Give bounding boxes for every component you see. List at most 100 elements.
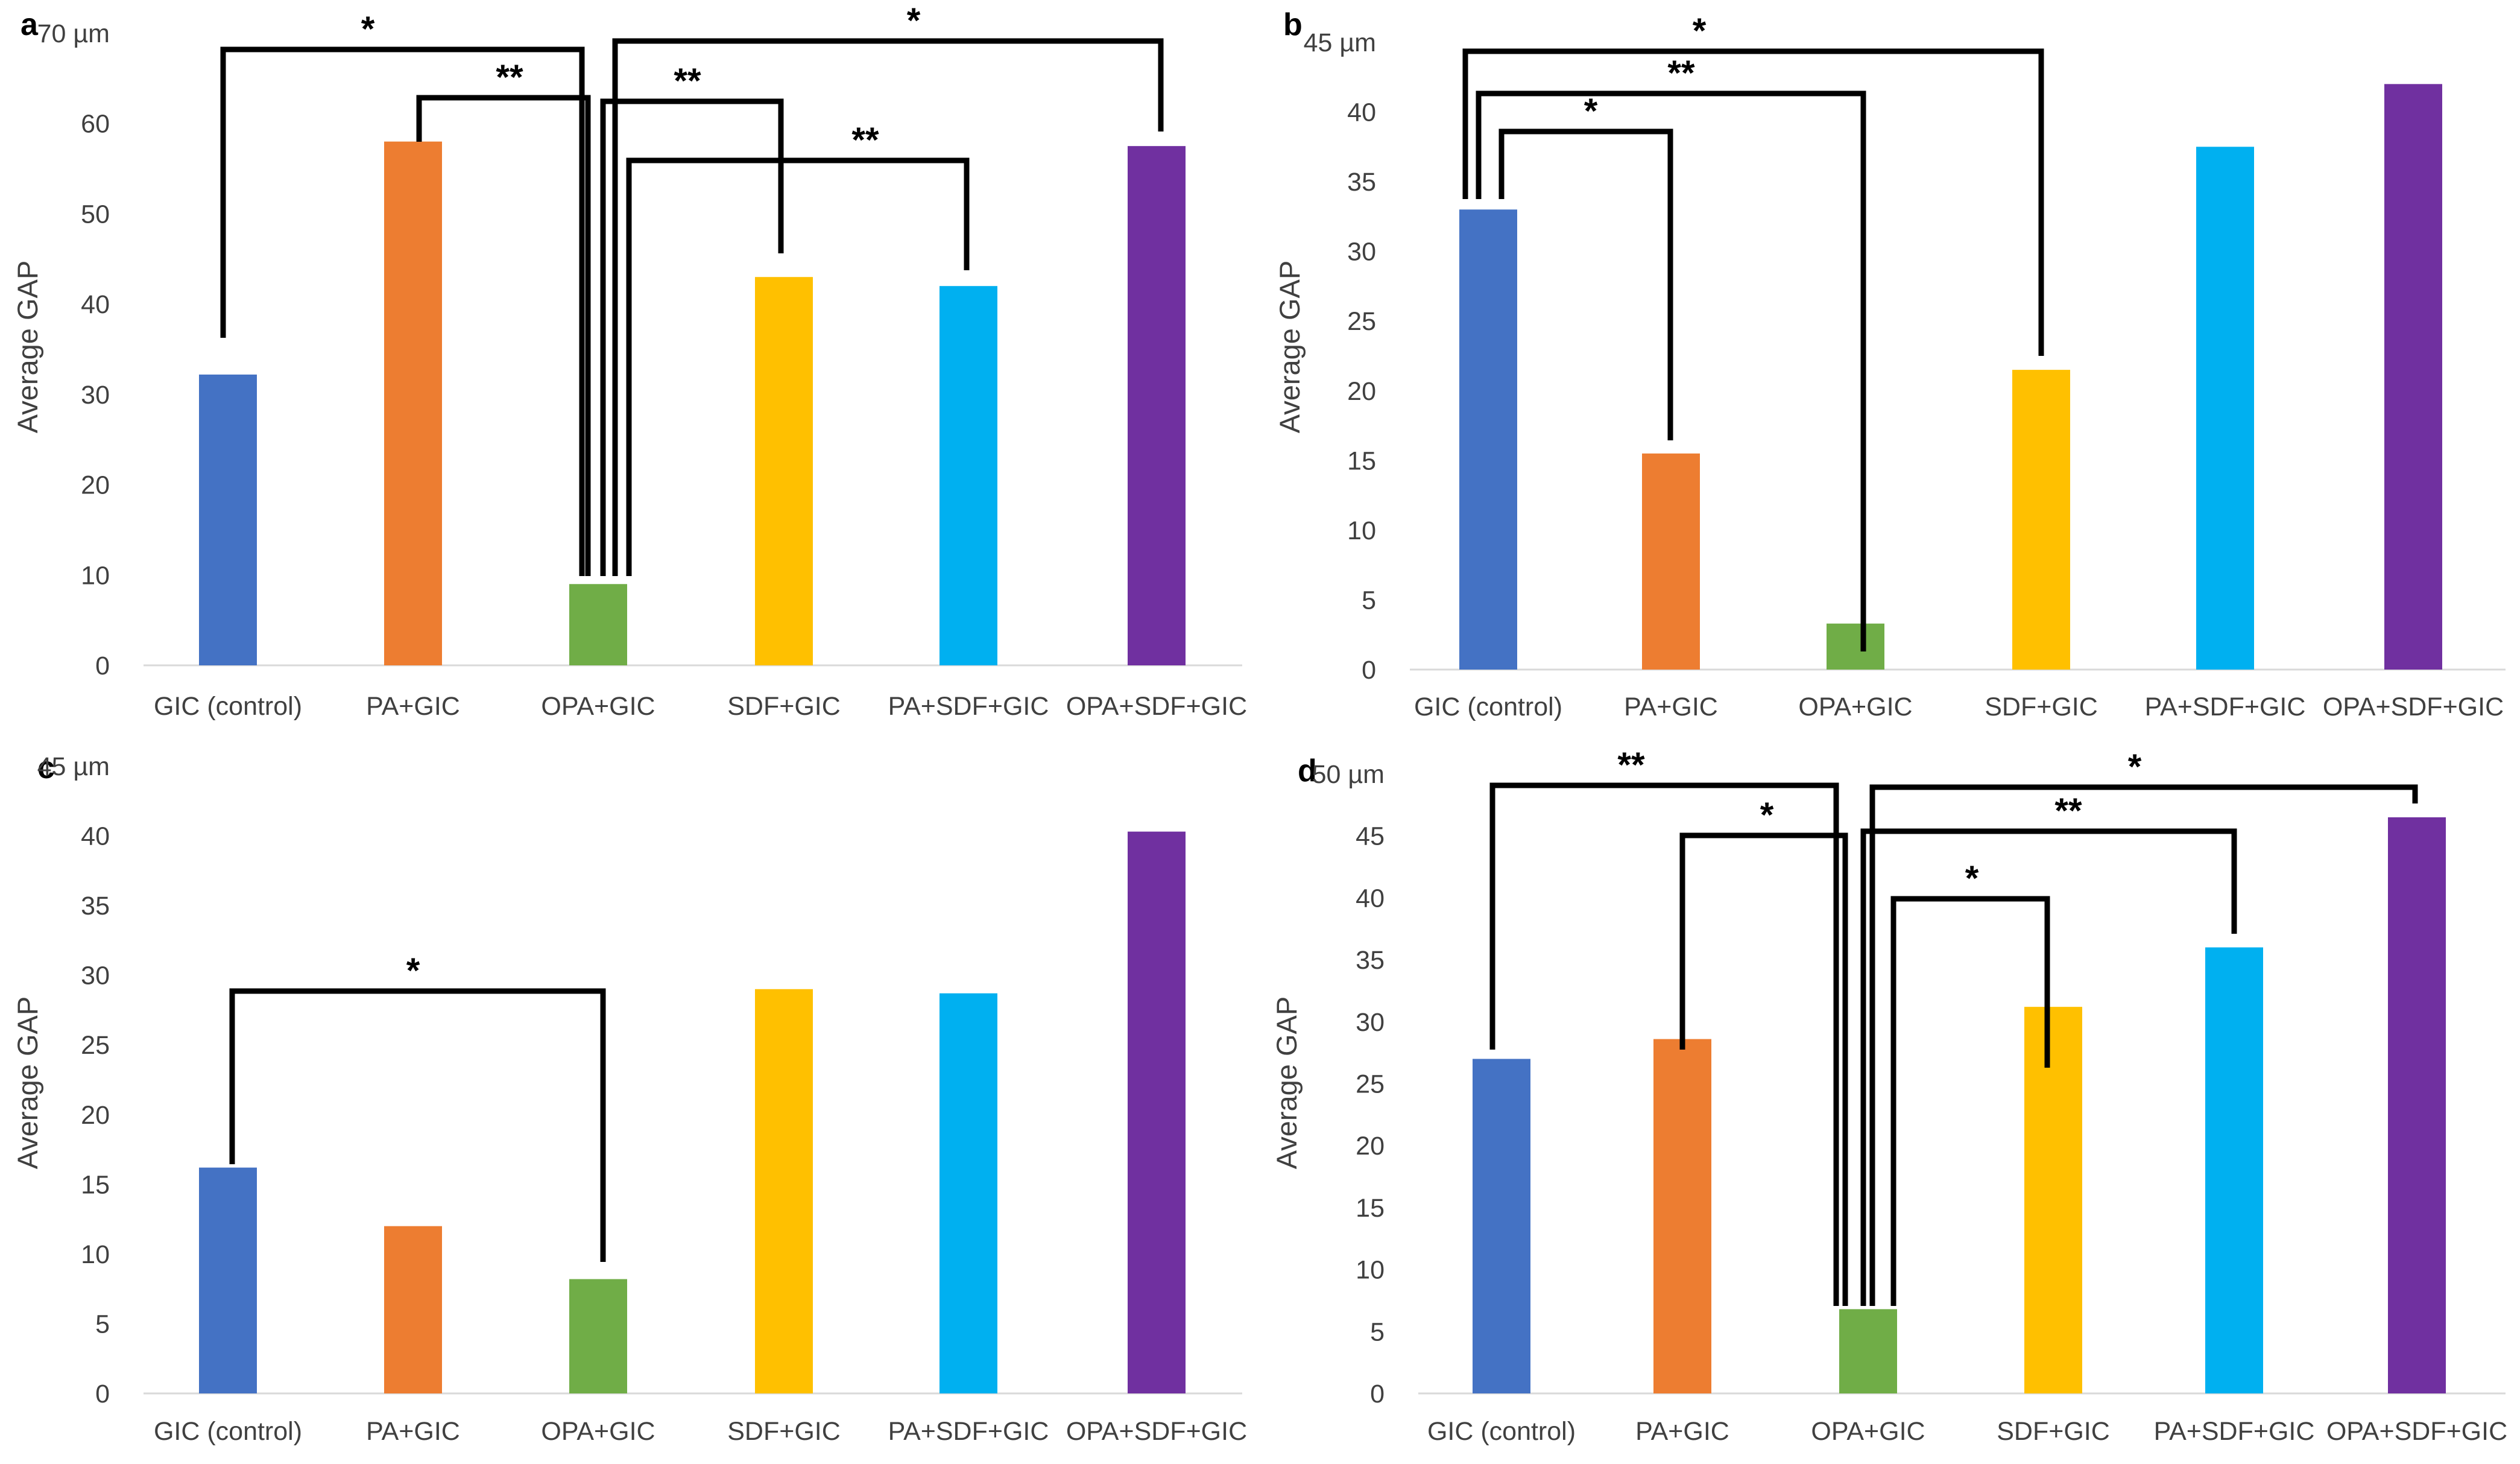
y-tick-label: 30	[1356, 1008, 1385, 1037]
x-tick-label: PA+SDF+GIC	[888, 1417, 1049, 1446]
significance-bracket	[229, 988, 606, 1262]
y-tick-label: 25	[1347, 307, 1376, 336]
y-tick-label: 20	[81, 471, 110, 500]
bar-pa-sdf-gic	[2196, 147, 2254, 670]
y-tick-label: 35	[1356, 946, 1385, 975]
y-tick-label: 20	[1356, 1132, 1385, 1161]
significance-bracket	[1498, 128, 1673, 440]
significance-bracket	[600, 98, 784, 576]
y-tick-label: 60	[81, 110, 110, 139]
bar-opa-gic	[1839, 1309, 1897, 1393]
y-axis-label: Average GAP	[11, 261, 43, 434]
bar-sdf-gic	[2012, 370, 2070, 670]
x-tick-label: OPA+GIC	[1798, 692, 1912, 721]
x-tick-label: GIC (control)	[1427, 1417, 1576, 1446]
bar-opa-gic	[1827, 623, 1884, 670]
bar-pa-sdf-gic	[939, 286, 997, 665]
significance-bracket	[1679, 832, 1848, 1306]
significance-bracket	[1890, 896, 2050, 1306]
bar-sdf-gic	[755, 989, 813, 1393]
y-tick-label: 45 µm	[1304, 28, 1376, 57]
significance-label: *	[907, 1, 921, 40]
bar-pa-gic	[1642, 453, 1700, 670]
bar-sdf-gic	[755, 277, 813, 665]
y-tick-label: 20	[1347, 377, 1376, 406]
bar-pa-sdf-gic	[2205, 947, 2263, 1393]
y-tick-label: 10	[1347, 516, 1376, 545]
y-tick-label: 70 µm	[37, 19, 110, 48]
x-tick-label: PA+SDF+GIC	[888, 692, 1049, 721]
significance-label: *	[361, 10, 375, 49]
significance-label: *	[2128, 747, 2142, 787]
y-tick-label: 10	[81, 561, 110, 590]
x-tick-label: SDF+GIC	[1985, 692, 2098, 721]
panel-a: a Average GAP 0 10 20 30 40 50 60 70 µm GIC (contr…	[11, 1, 1247, 721]
y-tick-label: 45	[1356, 822, 1385, 851]
bar-opa-gic	[569, 1279, 627, 1393]
x-tick-label: OPA+SDF+GIC	[2323, 692, 2504, 721]
y-axis-label: Average GAP	[1271, 997, 1303, 1170]
panel-label: a	[21, 7, 39, 42]
y-tick-label: 40	[81, 822, 110, 851]
significance-label: *	[1760, 796, 1774, 835]
bar-gic-control-	[199, 374, 257, 665]
bar-opa-sdf-gic	[1128, 146, 1186, 666]
bar-opa-sdf-gic	[1128, 831, 1186, 1393]
y-tick-label: 40	[81, 290, 110, 319]
y-tick-label: 45 µm	[37, 752, 110, 781]
y-tick-label: 5	[1362, 586, 1376, 615]
significance-label: **	[1667, 54, 1695, 93]
y-axis-label: Average GAP	[11, 997, 43, 1170]
significance-bracket	[626, 157, 970, 576]
significance-label: *	[1965, 859, 1979, 898]
x-tick-label: SDF+GIC	[727, 1417, 841, 1446]
x-tick-label: GIC (control)	[1414, 692, 1562, 721]
x-tick-label: PA+SDF+GIC	[2145, 692, 2306, 721]
x-tick-label: PA+GIC	[1635, 1417, 1729, 1446]
x-tick-label: OPA+SDF+GIC	[1066, 692, 1247, 721]
y-tick-label: 15	[81, 1170, 110, 1199]
y-tick-label: 40	[1356, 884, 1385, 913]
significance-bracket	[220, 46, 585, 576]
panel-label: b	[1283, 7, 1303, 42]
significance-bracket	[1869, 784, 2418, 1306]
y-tick-label: 5	[95, 1310, 110, 1339]
bar-sdf-gic	[2024, 1007, 2082, 1393]
panel-c: c Average GAP 0 5 10 15 20 25 30 35 40 45 µm GIC (co…	[11, 750, 1247, 1446]
significance-bracket	[1489, 782, 1839, 1306]
bar-gic-control-	[199, 1167, 257, 1393]
x-tick-label: OPA+GIC	[541, 1417, 655, 1446]
x-tick-label: GIC (control)	[154, 692, 302, 721]
y-tick-label: 0	[95, 1380, 110, 1409]
panel-d: d Average GAP 0 5 10 15 20 25 30 35 40 45 50 µm GIC (…	[1271, 746, 2507, 1446]
bar-pa-gic	[384, 141, 442, 665]
significance-label: **	[2054, 791, 2082, 831]
x-tick-label: SDF+GIC	[727, 692, 841, 721]
x-tick-label: PA+SDF+GIC	[2154, 1417, 2315, 1446]
x-tick-label: GIC (control)	[154, 1417, 302, 1446]
significance-bracket	[612, 38, 1164, 576]
y-tick-label: 25	[1356, 1070, 1385, 1099]
significance-label: **	[674, 62, 701, 101]
y-tick-label: 30	[81, 962, 110, 990]
bar-opa-sdf-gic	[2384, 84, 2442, 670]
y-axis-label: Average GAP	[1274, 261, 1306, 434]
x-tick-label: OPA+SDF+GIC	[1066, 1417, 1247, 1446]
significance-label: *	[1693, 11, 1707, 51]
y-tick-label: 5	[1370, 1317, 1385, 1346]
x-tick-label: PA+GIC	[366, 1417, 460, 1446]
y-tick-label: 15	[1356, 1194, 1385, 1223]
y-tick-label: 0	[1362, 656, 1376, 685]
panel-label: d	[1298, 753, 1317, 788]
significance-bracket	[1462, 48, 2044, 356]
significance-label: *	[1584, 92, 1598, 131]
x-tick-label: PA+GIC	[366, 692, 460, 721]
bar-gic-control-	[1459, 209, 1517, 670]
bar-pa-gic	[384, 1226, 442, 1393]
y-tick-label: 50	[81, 200, 110, 229]
y-tick-label: 50 µm	[1312, 760, 1385, 789]
significance-label: *	[406, 951, 420, 990]
y-tick-label: 20	[81, 1101, 110, 1130]
y-tick-label: 40	[1347, 98, 1376, 127]
